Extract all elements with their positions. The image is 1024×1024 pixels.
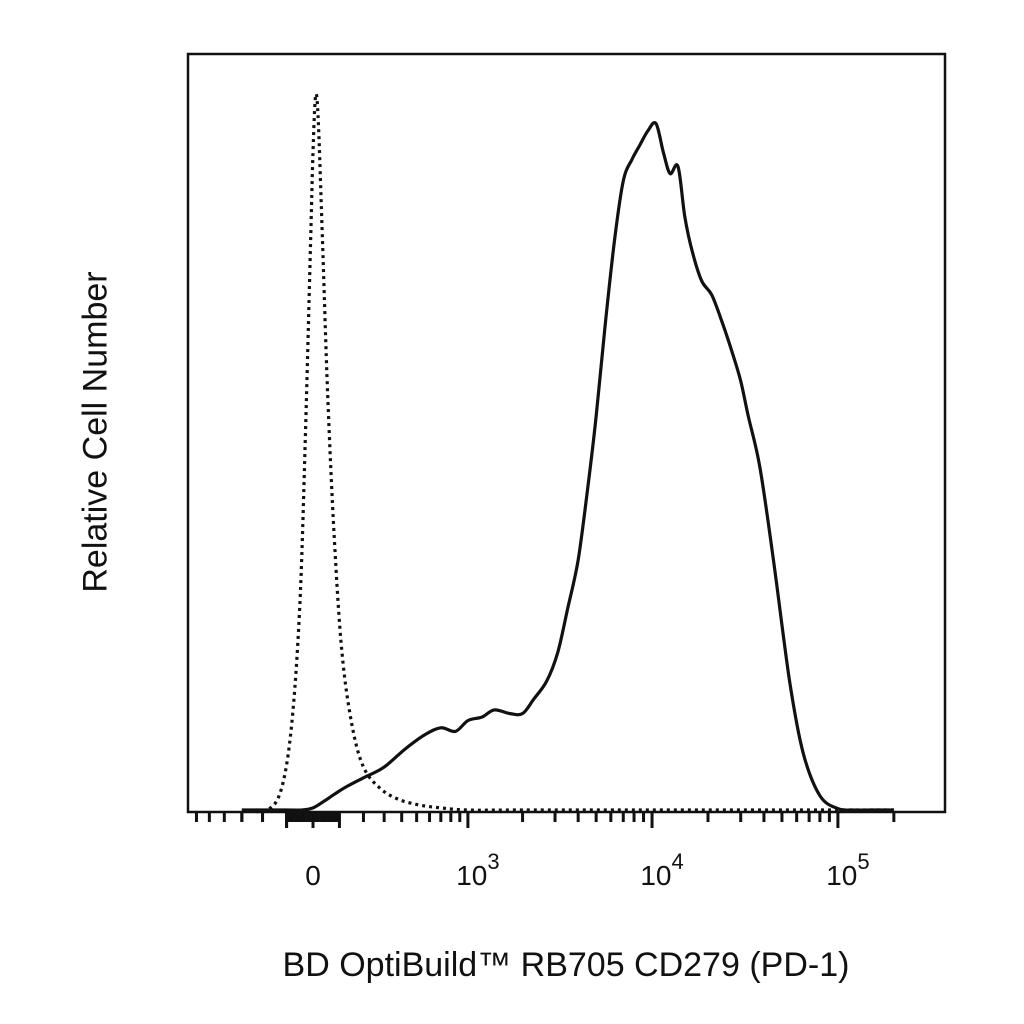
x-tick-label: 105 (826, 849, 869, 891)
x-axis-label: BD OptiBuild™ RB705 CD279 (PD-1) (282, 946, 850, 984)
series-cd279-stained-solid (241, 121, 894, 812)
series-isotype-control-dotted (241, 92, 894, 814)
plot-frame (186, 52, 947, 814)
x-tick-label: 0 (305, 860, 321, 891)
x-tick-label: 104 (640, 849, 683, 891)
y-axis-label: Relative Cell Number (76, 271, 115, 593)
x-tick-label: 103 (456, 849, 499, 891)
